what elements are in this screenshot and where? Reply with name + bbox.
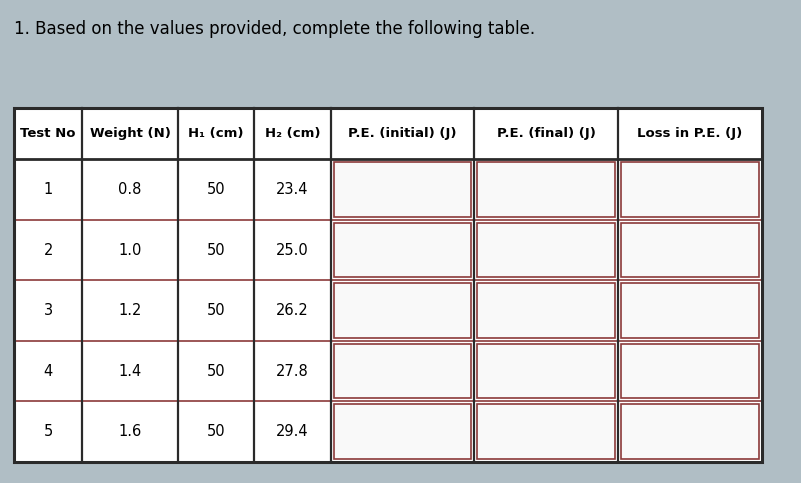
Text: 50: 50 bbox=[207, 242, 225, 257]
Bar bbox=[622, 284, 759, 338]
Bar bbox=[477, 223, 615, 277]
Text: 4: 4 bbox=[43, 364, 53, 379]
Text: 2: 2 bbox=[43, 242, 53, 257]
Text: 0.8: 0.8 bbox=[119, 182, 142, 197]
Bar bbox=[14, 108, 762, 462]
Bar bbox=[477, 404, 615, 459]
Text: 3: 3 bbox=[43, 303, 53, 318]
Text: 29.4: 29.4 bbox=[276, 424, 308, 439]
Text: 25.0: 25.0 bbox=[276, 242, 309, 257]
Bar bbox=[334, 162, 472, 217]
Text: 1: 1 bbox=[43, 182, 53, 197]
Text: 27.8: 27.8 bbox=[276, 364, 309, 379]
Text: 26.2: 26.2 bbox=[276, 303, 309, 318]
Bar bbox=[622, 223, 759, 277]
Bar bbox=[334, 223, 472, 277]
Text: 1.6: 1.6 bbox=[119, 424, 142, 439]
Text: Weight (N): Weight (N) bbox=[90, 127, 171, 140]
Bar bbox=[622, 404, 759, 459]
Bar bbox=[334, 404, 472, 459]
Text: P.E. (initial) (J): P.E. (initial) (J) bbox=[348, 127, 457, 140]
Text: 23.4: 23.4 bbox=[276, 182, 308, 197]
Bar bbox=[477, 162, 615, 217]
Text: Loss in P.E. (J): Loss in P.E. (J) bbox=[638, 127, 743, 140]
Bar bbox=[477, 284, 615, 338]
Text: H₁ (cm): H₁ (cm) bbox=[188, 127, 244, 140]
Bar bbox=[477, 344, 615, 398]
Text: 1. Based on the values provided, complete the following table.: 1. Based on the values provided, complet… bbox=[14, 20, 535, 38]
Bar bbox=[622, 344, 759, 398]
Text: H₂ (cm): H₂ (cm) bbox=[264, 127, 320, 140]
Text: 1.4: 1.4 bbox=[119, 364, 142, 379]
Bar bbox=[334, 344, 472, 398]
Text: P.E. (final) (J): P.E. (final) (J) bbox=[497, 127, 596, 140]
Text: 50: 50 bbox=[207, 364, 225, 379]
Bar bbox=[14, 108, 762, 462]
Text: Test No: Test No bbox=[20, 127, 76, 140]
Text: 1.0: 1.0 bbox=[119, 242, 142, 257]
Text: 50: 50 bbox=[207, 182, 225, 197]
Text: 1.2: 1.2 bbox=[119, 303, 142, 318]
Text: 5: 5 bbox=[43, 424, 53, 439]
Text: 50: 50 bbox=[207, 303, 225, 318]
Bar bbox=[622, 162, 759, 217]
Text: 50: 50 bbox=[207, 424, 225, 439]
Bar bbox=[334, 284, 472, 338]
